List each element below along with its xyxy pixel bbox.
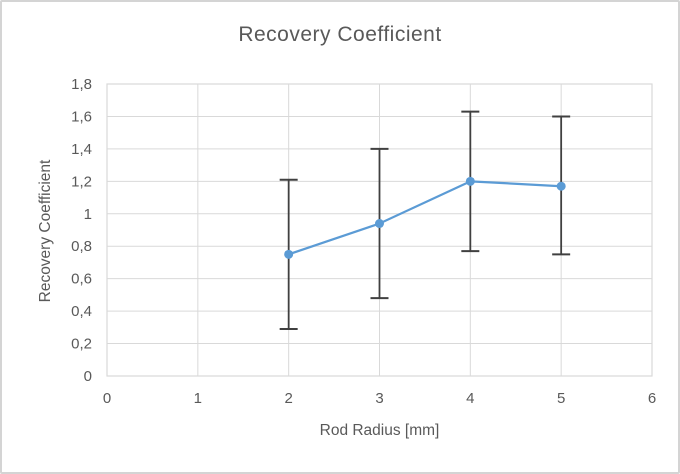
x-tick-label: 4	[466, 390, 474, 407]
y-tick-label: 1,6	[71, 108, 92, 125]
data-point	[556, 181, 566, 191]
data-point	[465, 176, 475, 186]
series-line	[288, 180, 562, 256]
y-tick-label: 1	[84, 206, 92, 223]
y-tick-label: 0,4	[71, 303, 92, 320]
y-tick-label: 0	[84, 368, 92, 385]
x-tick-label: 1	[194, 390, 202, 407]
y-tick-label: 1,2	[71, 173, 92, 190]
x-tick-label: 5	[557, 390, 565, 407]
x-axis-title: Rod Radius [mm]	[319, 422, 440, 439]
data-point	[375, 219, 384, 229]
x-tick-label: 0	[103, 390, 111, 407]
x-tick-label: 3	[375, 390, 383, 407]
x-tick-label: 6	[648, 390, 656, 407]
y-tick-label: 0,6	[71, 271, 92, 288]
y-tick-label: 1,8	[71, 76, 92, 93]
x-tick-label: 2	[284, 390, 292, 407]
chart-title: Recovery Coefficient	[238, 23, 442, 46]
y-tick-label: 0,8	[71, 238, 92, 255]
plot-border	[106, 83, 653, 377]
y-tick-label: 1,4	[71, 141, 92, 158]
y-tick-label: 0,2	[71, 336, 92, 353]
data-point	[284, 249, 294, 259]
